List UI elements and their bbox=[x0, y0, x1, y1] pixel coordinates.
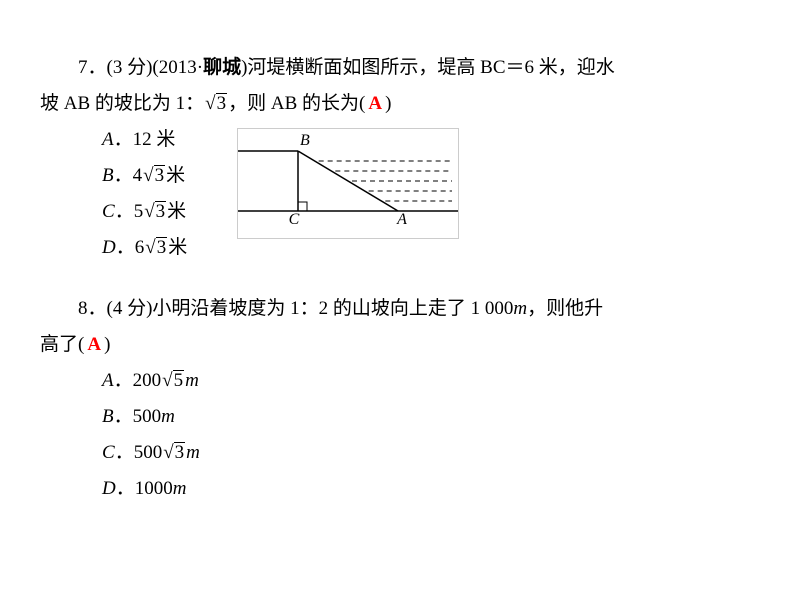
opt-text-pre: ．6 bbox=[116, 230, 145, 266]
q8-option-c: C ．500 √ 3 m bbox=[40, 435, 754, 471]
radical-sign: √ bbox=[144, 194, 154, 230]
opt-text-post: 米 bbox=[168, 230, 187, 266]
sqrt-icon: √ 3 bbox=[205, 86, 227, 122]
sqrt-icon: √ 3 bbox=[143, 158, 165, 194]
q7-option-a: A ．12 米 bbox=[40, 122, 187, 158]
radicand: 3 bbox=[174, 442, 186, 462]
opt-label: D bbox=[102, 230, 116, 266]
question-7: 7．(3 分)(2013· 聊城 )河堤横断面如图所示，堤高 BC＝6 米，迎水… bbox=[40, 50, 754, 267]
q8-text1-end: ，则他升 bbox=[527, 291, 603, 327]
opt-text: ．12 米 bbox=[114, 122, 176, 158]
q7-options-and-figure: A ．12 米 B ．4 √ 3 米 C ．5 √ 3 米 bbox=[40, 122, 754, 266]
q7-sqrt-val: 3 bbox=[216, 93, 228, 113]
opt-label: D bbox=[102, 471, 116, 507]
q8-line1: 8．(4 分)小明沿着坡度为 1：2 的山坡向上走了 1 000 m ，则他升 bbox=[40, 291, 754, 327]
radicand: 3 bbox=[155, 201, 167, 221]
opt-pre: ．200 bbox=[114, 363, 162, 399]
q7-figure-wrap: B C A bbox=[187, 122, 459, 239]
opt-text-post: 米 bbox=[167, 194, 186, 230]
opt-label: B bbox=[102, 158, 114, 194]
radicand: 3 bbox=[154, 165, 166, 185]
unit-m: m bbox=[161, 399, 175, 435]
q7-line2c: ) bbox=[385, 86, 391, 122]
q7-figure: B C A bbox=[237, 128, 459, 239]
q8-text2-end: ) bbox=[104, 327, 110, 363]
q8-answer: A bbox=[87, 327, 101, 363]
q7-city: 聊城 bbox=[203, 50, 241, 86]
svg-text:C: C bbox=[289, 211, 300, 225]
sqrt-icon: √ 3 bbox=[145, 230, 167, 266]
radicand: 3 bbox=[156, 237, 168, 257]
sqrt-icon: √ 3 bbox=[144, 194, 166, 230]
q7-option-b: B ．4 √ 3 米 bbox=[40, 158, 187, 194]
q8-line2: 高了( A ) bbox=[40, 327, 754, 363]
opt-label: C bbox=[102, 435, 115, 471]
svg-text:B: B bbox=[300, 132, 310, 149]
q7-line2b: ，则 AB 的长为( bbox=[228, 86, 365, 122]
unit-m: m bbox=[173, 471, 187, 507]
q8-text2: 高了( bbox=[40, 327, 84, 363]
radicand: 5 bbox=[173, 370, 185, 390]
unit-m: m bbox=[185, 363, 199, 399]
q7-prefix: 7．(3 分)(2013· bbox=[78, 50, 203, 86]
radical-sign: √ bbox=[145, 230, 155, 266]
opt-label: A bbox=[102, 122, 114, 158]
opt-label: C bbox=[102, 194, 115, 230]
q7-options: A ．12 米 B ．4 √ 3 米 C ．5 √ 3 米 bbox=[40, 122, 187, 266]
sqrt-icon: √ 5 bbox=[162, 363, 184, 399]
q7-line2: 坡 AB 的坡比为 1： √ 3 ，则 AB 的长为( A ) bbox=[40, 86, 754, 122]
embankment-diagram: B C A bbox=[238, 129, 458, 225]
q7-after-city: )河堤横断面如图所示，堤高 BC＝6 米，迎水 bbox=[241, 50, 615, 86]
q7-line2a: 坡 AB 的坡比为 1： bbox=[40, 86, 204, 122]
opt-label: B bbox=[102, 399, 114, 435]
q8-option-b: B ．500 m bbox=[40, 399, 754, 435]
q8-option-d: D ．1000 m bbox=[40, 471, 754, 507]
opt-text-pre: ．5 bbox=[115, 194, 144, 230]
radical-sign: √ bbox=[143, 158, 153, 194]
radical-sign: √ bbox=[162, 363, 172, 399]
q8-option-a: A ．200 √ 5 m bbox=[40, 363, 754, 399]
radical-sign: √ bbox=[205, 86, 215, 122]
opt-text-post: 米 bbox=[166, 158, 185, 194]
opt-text-pre: ．4 bbox=[114, 158, 143, 194]
opt-text: ．1000 bbox=[116, 471, 173, 507]
sqrt-icon: √ 3 bbox=[163, 435, 185, 471]
opt-pre: ．500 bbox=[115, 435, 163, 471]
unit-m: m bbox=[186, 435, 200, 471]
q8-text1: 8．(4 分)小明沿着坡度为 1：2 的山坡向上走了 1 000 bbox=[78, 291, 513, 327]
radical-sign: √ bbox=[163, 435, 173, 471]
unit-m: m bbox=[513, 291, 527, 327]
opt-label: A bbox=[102, 363, 114, 399]
svg-text:A: A bbox=[396, 211, 407, 225]
q7-option-c: C ．5 √ 3 米 bbox=[40, 194, 187, 230]
opt-text: ．500 bbox=[114, 399, 162, 435]
q7-answer: A bbox=[368, 86, 382, 122]
q7-line1: 7．(3 分)(2013· 聊城 )河堤横断面如图所示，堤高 BC＝6 米，迎水 bbox=[40, 50, 754, 86]
q7-option-d: D ．6 √ 3 米 bbox=[40, 230, 187, 266]
question-8: 8．(4 分)小明沿着坡度为 1：2 的山坡向上走了 1 000 m ，则他升 … bbox=[40, 291, 754, 508]
